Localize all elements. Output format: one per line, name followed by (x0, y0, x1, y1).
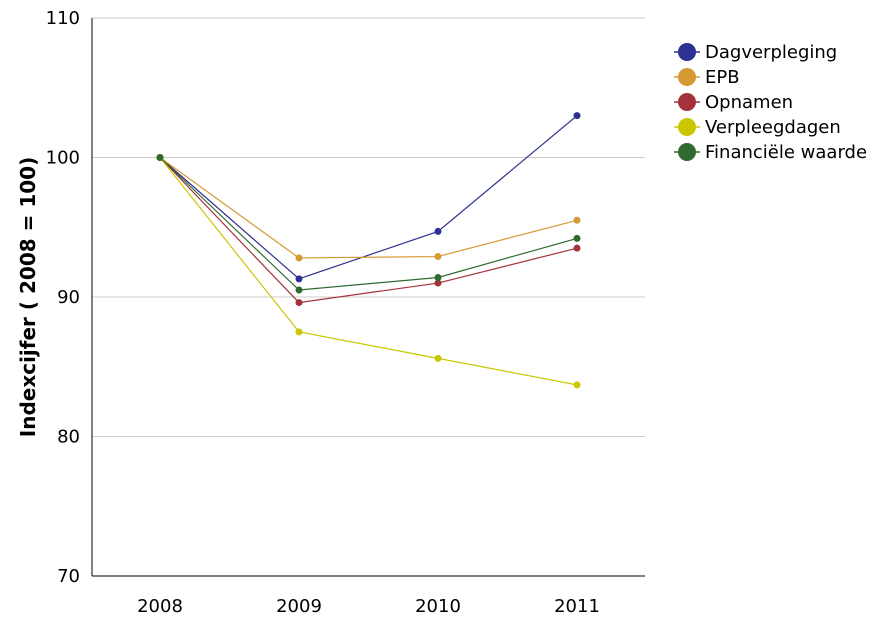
data-point (295, 254, 303, 262)
legend-marker (678, 93, 696, 111)
data-point (295, 275, 303, 283)
data-point (434, 279, 442, 287)
y-tick-label: 90 (57, 287, 80, 308)
data-point (573, 112, 581, 120)
series-line-2 (159, 157, 578, 304)
x-tick-label: 2010 (415, 596, 461, 617)
data-point (573, 244, 581, 252)
legend-marker (678, 43, 696, 61)
legend-label: Dagverpleging (705, 42, 837, 63)
data-point (573, 234, 581, 242)
y-tick-labels: 70 80 90 100 110 (46, 8, 80, 587)
series-line-4 (159, 157, 578, 291)
data-point (295, 299, 303, 307)
data-point (434, 354, 442, 362)
x-tick-label: 2009 (276, 596, 322, 617)
legend-label: EPB (705, 67, 740, 88)
y-tick-label: 110 (46, 8, 80, 29)
series-line-0 (159, 115, 578, 280)
y-tick-label: 70 (57, 566, 80, 587)
axes (91, 18, 645, 577)
legend-label: Verpleegdagen (705, 117, 841, 138)
y-tick-label: 80 (57, 427, 80, 448)
legend: Dagverpleging EPB Opnamen Verpleegdagen Fina… (674, 42, 867, 163)
data-point (573, 216, 581, 224)
data-point (434, 253, 442, 261)
legend-marker (678, 118, 696, 136)
data-point (156, 154, 164, 161)
data-point (295, 286, 303, 294)
x-tick-labels: 2008 2009 2010 2011 (137, 596, 600, 617)
legend-label: Financiële waarde (705, 142, 867, 163)
data-point (573, 381, 581, 389)
x-tick-label: 2008 (137, 596, 183, 617)
legend-marker (678, 68, 696, 86)
y-axis-title: Indexcijfer ( 2008 = 100) (16, 157, 40, 437)
data-point (434, 227, 442, 235)
legend-marker (678, 143, 696, 161)
legend-label: Opnamen (705, 92, 793, 113)
grid-lines (92, 17, 645, 437)
data-point (434, 273, 442, 281)
y-tick-label: 100 (46, 148, 80, 169)
data-point (295, 328, 303, 336)
series-line-1 (159, 157, 578, 259)
x-tick-label: 2011 (554, 596, 600, 617)
series-line-3 (159, 157, 578, 386)
series-group (156, 112, 581, 389)
